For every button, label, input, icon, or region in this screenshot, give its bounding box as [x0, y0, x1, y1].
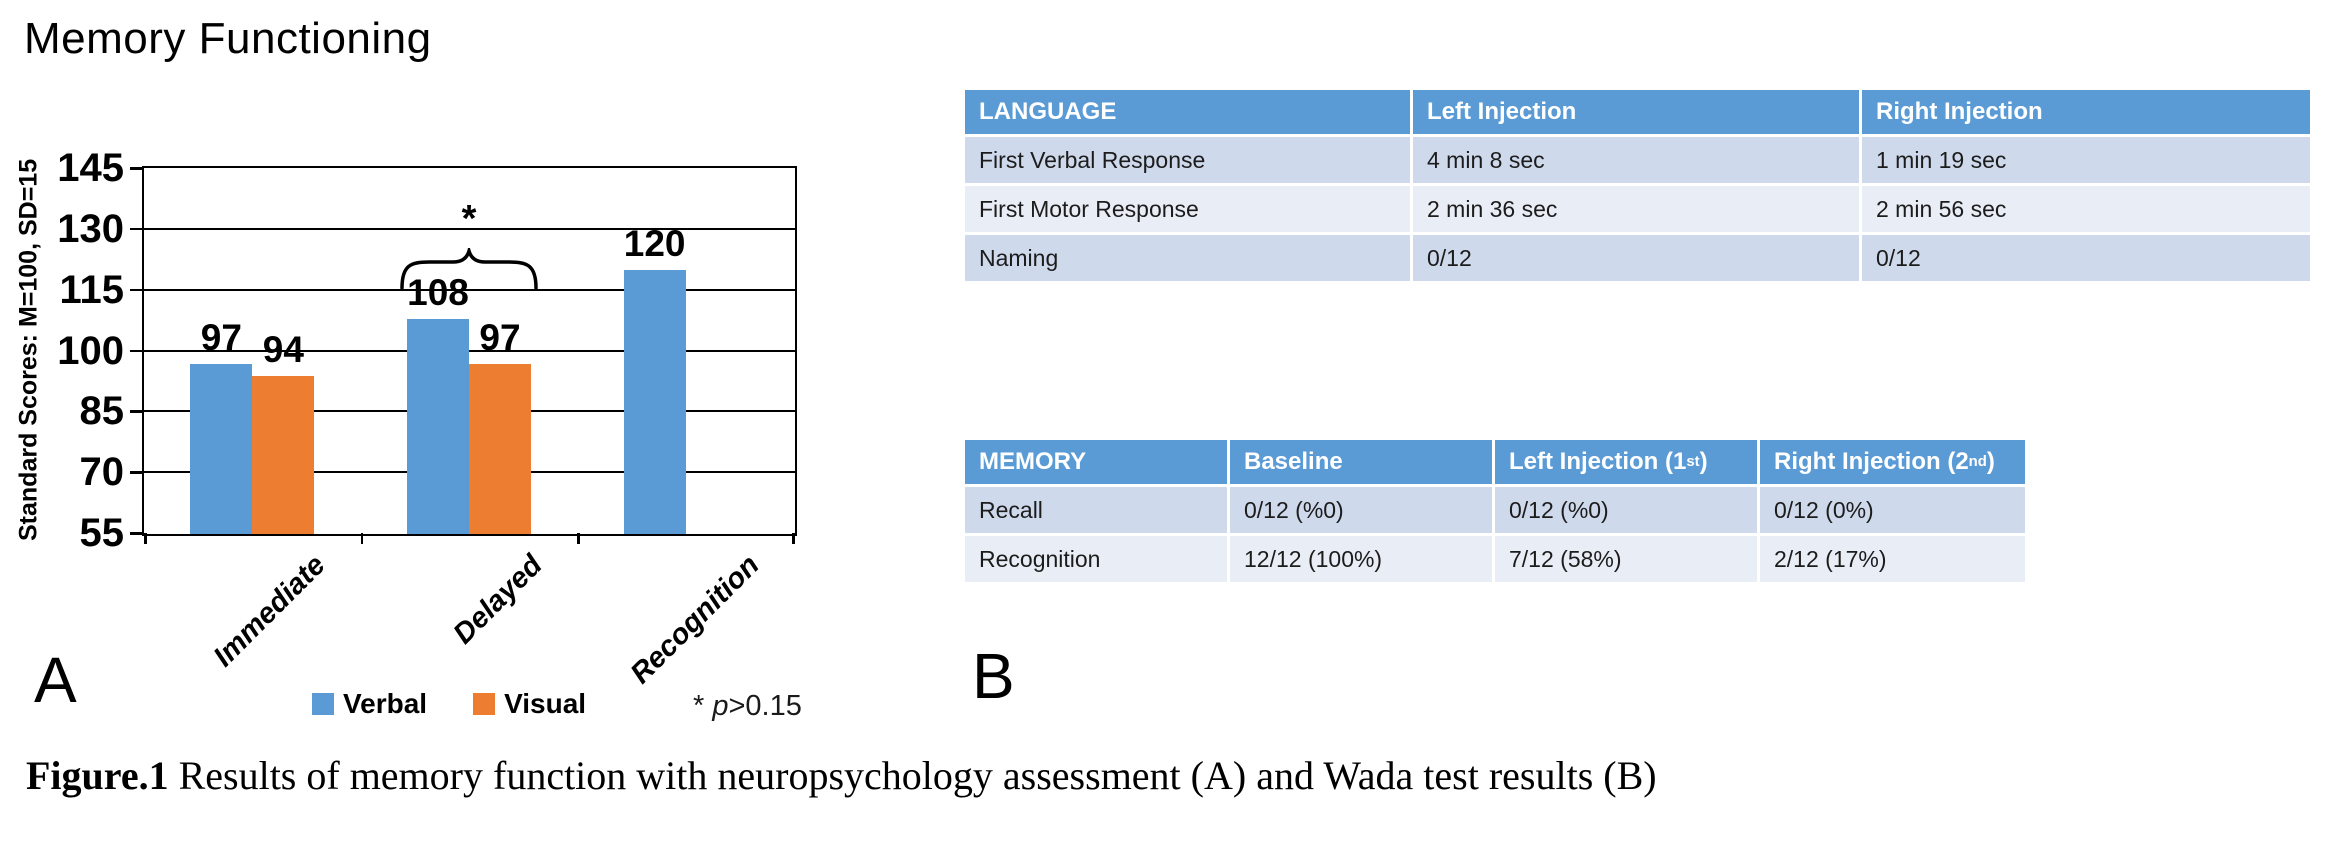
table-header-cell: Left Injection (1 st) [1495, 440, 1760, 484]
table-cell: 2 min 36 sec [1413, 186, 1862, 232]
figure-caption-label: Figure.1 [26, 753, 169, 798]
figure-caption-text: Results of memory function with neuropsy… [168, 753, 1657, 798]
significance-note-star: * [693, 690, 713, 722]
table-row: Recall 0/12 (%0) 0/12 (%0) 0/12 (0%) [965, 487, 2025, 533]
table-header-cell: Right Injection (2 nd) [1760, 440, 2025, 484]
table-cell: 0/12 [1862, 235, 2310, 281]
table-cell: 0/12 (0%) [1760, 487, 2025, 533]
table-cell: 2/12 (17%) [1760, 536, 2025, 582]
figure-caption: Figure.1 Results of memory function with… [26, 752, 2126, 799]
y-tick-label: 100 [57, 328, 124, 373]
y-tick-mark [130, 288, 144, 292]
table-cell: 1 min 19 sec [1862, 137, 2310, 183]
table-row: Recognition 12/12 (100%) 7/12 (58%) 2/12 (1… [965, 536, 2025, 582]
significance-note-value: >0.15 [728, 690, 802, 722]
category-label: Immediate [207, 549, 332, 674]
table-cell: 0/12 [1413, 235, 1862, 281]
bar-value-label: 94 [262, 328, 304, 370]
y-tick-label: 115 [59, 267, 124, 312]
y-tick-mark [130, 167, 144, 170]
gridline [144, 227, 795, 230]
bar-value-label: 108 [407, 272, 469, 314]
significance-star: * [461, 198, 477, 240]
table-cell: Recognition [965, 536, 1230, 582]
bar-value-label: 97 [200, 316, 242, 358]
table-header-cell: Right Injection [1862, 90, 2310, 134]
table-header-row: MEMORY Baseline Left Injection (1 st) Right … [965, 440, 2025, 484]
bar-visual-immediate [252, 375, 315, 534]
y-tick-label: 70 [79, 450, 125, 495]
language-table: LANGUAGE Left Injection Right Injection Fir… [965, 90, 2310, 281]
y-tick-mark [130, 532, 144, 535]
table-header-cell: MEMORY [965, 440, 1230, 484]
y-tick-label: 55 [79, 511, 125, 555]
y-tick-label: 85 [79, 389, 125, 434]
legend-label: Visual [504, 688, 587, 719]
significance-note-p: p [712, 690, 729, 722]
significance-note: * p>0.15 [693, 690, 802, 723]
table-cell: Recall [965, 487, 1230, 533]
y-tick-mark [130, 227, 144, 231]
chart-title: Memory Functioning [24, 14, 432, 63]
x-tick [792, 533, 795, 544]
bar-verbal-recognition [623, 270, 686, 534]
table-header-cell: Baseline [1230, 440, 1495, 484]
chart-legend: Verbal Visual [312, 688, 586, 720]
table-row: First Motor Response 2 min 36 sec 2 min 56… [965, 186, 2310, 232]
y-tick-mark [130, 471, 144, 474]
gridline [144, 288, 795, 291]
legend-swatch-visual [473, 693, 496, 715]
table-cell: Naming [965, 235, 1413, 281]
category-label: Recognition [624, 549, 766, 691]
legend-swatch-verbal [312, 693, 334, 715]
table-cell: 0/12 (%0) [1230, 487, 1495, 533]
table-header-cell: LANGUAGE [965, 90, 1413, 134]
bar-verbal-immediate [190, 363, 253, 534]
panel-label-b: B [972, 640, 1015, 712]
table-row: Naming 0/12 0/12 [965, 235, 2310, 281]
legend-item-visual: Visual [473, 688, 586, 720]
y-tick-label: 145 [57, 146, 124, 190]
table-cell: First Verbal Response [965, 137, 1413, 183]
table-cell: 0/12 (%0) [1495, 487, 1760, 533]
bar-chart-plot-area: 55 70 85 100 115 130 145 97 94 Immediate 108 97 Dela… [57, 148, 797, 690]
y-tick-mark [130, 410, 144, 413]
bar-value-label: 97 [479, 316, 521, 358]
table-cell: First Motor Response [965, 186, 1413, 232]
category-label: Delayed [447, 549, 549, 651]
bar-value-label: 120 [623, 223, 686, 265]
table-cell: 7/12 (58%) [1495, 536, 1760, 582]
memory-table: MEMORY Baseline Left Injection (1 st) Right … [965, 440, 2025, 582]
x-tick [360, 533, 364, 544]
table-header-row: LANGUAGE Left Injection Right Injection [965, 90, 2310, 134]
y-tick-mark [130, 349, 144, 352]
table-cell: 2 min 56 sec [1862, 186, 2310, 232]
panel-label-a: A [34, 644, 77, 716]
bar-verbal-delayed [407, 319, 469, 534]
table-header-cell: Left Injection [1413, 90, 1862, 134]
x-tick [577, 533, 580, 544]
x-tick [144, 533, 147, 544]
legend-label: Verbal [343, 688, 428, 719]
y-tick-label: 130 [57, 206, 124, 251]
significance-brace [399, 244, 539, 295]
gridline [144, 349, 795, 352]
table-cell: 12/12 (100%) [1230, 536, 1495, 582]
bar-visual-delayed [469, 363, 531, 534]
legend-item-verbal: Verbal [312, 688, 427, 720]
table-cell: 4 min 8 sec [1413, 137, 1862, 183]
table-row: First Verbal Response 4 min 8 sec 1 min 19… [965, 137, 2310, 183]
